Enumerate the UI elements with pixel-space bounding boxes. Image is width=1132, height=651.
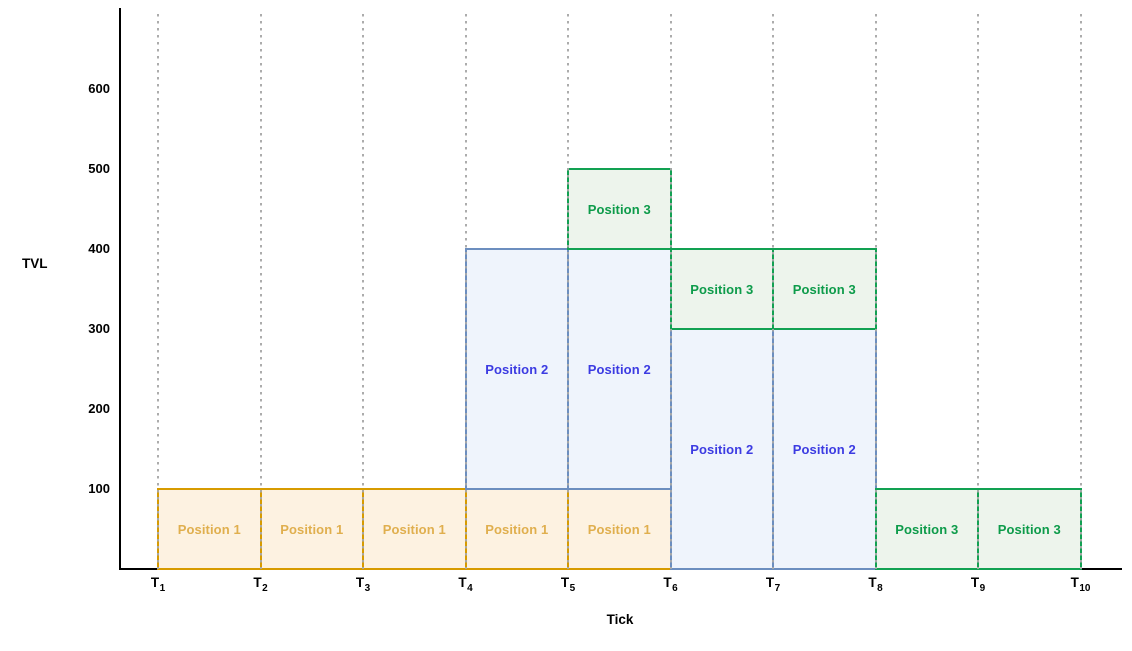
position-label: Position 3 xyxy=(997,521,1061,537)
tick-subscript: 7 xyxy=(774,583,781,594)
gridline xyxy=(362,14,364,569)
position-box: Position 2 xyxy=(567,248,672,490)
position-label: Position 1 xyxy=(382,521,446,537)
tick-letter: T xyxy=(355,575,365,590)
x-axis-title: Tick xyxy=(606,612,634,627)
position-box: Position 1 xyxy=(567,488,672,570)
tick-letter: T xyxy=(560,575,570,590)
tick-subscript: 3 xyxy=(364,583,371,594)
x-tick-label: T5 xyxy=(538,575,598,594)
tick-subscript: 4 xyxy=(467,583,473,594)
position-box: Position 1 xyxy=(157,488,262,570)
tick-letter: T xyxy=(970,575,980,590)
gridline xyxy=(464,14,467,569)
gridline xyxy=(669,14,672,569)
position-box: Position 2 xyxy=(464,248,569,490)
position-label: Position 1 xyxy=(177,521,241,537)
x-tick-label: T4 xyxy=(436,575,496,594)
position-label: Position 3 xyxy=(895,521,959,537)
position-label: Position 3 xyxy=(792,281,856,297)
y-axis-title: TVL xyxy=(22,256,48,271)
y-tick-label: 600 xyxy=(88,81,110,96)
x-tick-label: T3 xyxy=(333,575,393,594)
position-box: Position 3 xyxy=(977,488,1082,570)
tick-subscript: 9 xyxy=(979,583,986,594)
position-box: Position 3 xyxy=(567,168,672,250)
position-label: Position 1 xyxy=(485,521,549,537)
x-tick-label: T8 xyxy=(846,575,906,594)
y-tick-label: 400 xyxy=(88,241,110,256)
gridline xyxy=(874,14,877,569)
y-tick-label: 300 xyxy=(88,321,110,336)
tick-subscript: 8 xyxy=(877,583,883,594)
tick-subscript: 5 xyxy=(569,583,576,594)
position-label: Position 1 xyxy=(587,521,651,537)
y-tick-label: 200 xyxy=(88,401,110,416)
position-box: Position 2 xyxy=(772,328,877,570)
position-label: Position 2 xyxy=(587,361,651,377)
x-tick-label: T6 xyxy=(641,575,701,594)
position-label: Position 2 xyxy=(792,441,856,457)
y-tick-label: 100 xyxy=(88,481,110,496)
tick-subscript: 1 xyxy=(159,583,166,594)
gridline xyxy=(259,14,262,569)
position-box: Position 3 xyxy=(772,248,877,330)
x-tick-label: T9 xyxy=(948,575,1008,594)
position-box: Position 3 xyxy=(669,248,774,330)
y-tick-label: 500 xyxy=(88,161,110,176)
tick-letter: T xyxy=(458,575,467,590)
position-box: Position 1 xyxy=(259,488,364,570)
position-box: Position 1 xyxy=(464,488,569,570)
tick-letter: T xyxy=(1070,575,1079,590)
position-box: Position 2 xyxy=(669,328,774,570)
tick-letter: T xyxy=(765,575,775,590)
tick-subscript: 6 xyxy=(672,583,678,594)
position-label: Position 3 xyxy=(690,281,754,297)
x-tick-label: T1 xyxy=(128,575,188,594)
gridline xyxy=(1079,14,1082,569)
gridline xyxy=(977,14,979,569)
position-label: Position 3 xyxy=(587,201,651,217)
position-label: Position 2 xyxy=(690,441,754,457)
position-label: Position 2 xyxy=(485,361,549,377)
tick-subscript: 10 xyxy=(1079,583,1091,594)
position-box: Position 3 xyxy=(874,488,979,570)
x-tick-label: T7 xyxy=(743,575,803,594)
tick-letter: T xyxy=(253,575,262,590)
position-box: Position 1 xyxy=(362,488,467,570)
x-tick-label: T2 xyxy=(231,575,291,594)
tick-subscript: 2 xyxy=(262,583,268,594)
y-axis-line xyxy=(119,8,121,569)
x-tick-label: T10 xyxy=(1051,575,1111,594)
gridline xyxy=(157,14,159,569)
position-label: Position 1 xyxy=(280,521,344,537)
tick-letter: T xyxy=(663,575,672,590)
tick-letter: T xyxy=(868,575,877,590)
gridline xyxy=(567,14,569,569)
gridline xyxy=(772,14,774,569)
tick-letter: T xyxy=(150,575,160,590)
